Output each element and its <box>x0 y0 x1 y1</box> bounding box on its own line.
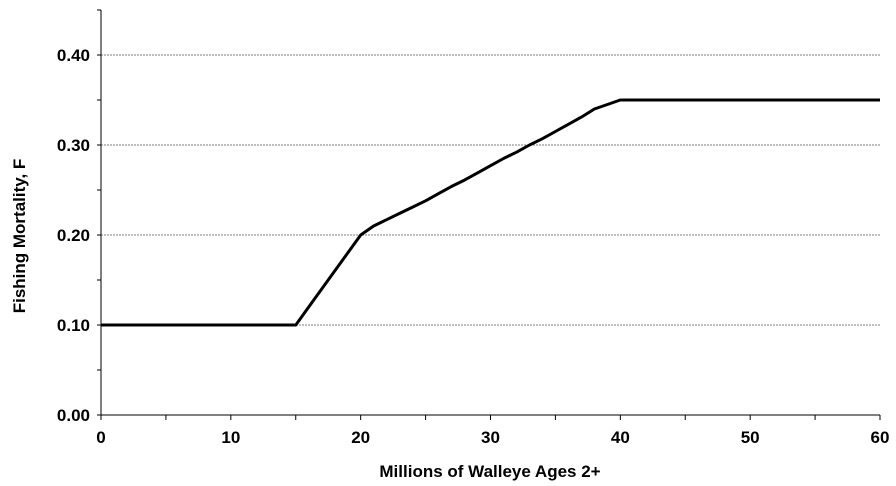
x-tick-label: 60 <box>871 428 890 447</box>
x-axis-title: Millions of Walleye Ages 2+ <box>379 462 600 481</box>
x-tick-label: 20 <box>351 428 370 447</box>
series <box>101 98 880 327</box>
series-line-0 <box>101 98 880 327</box>
gridlines <box>101 54 880 326</box>
y-tick-label: 0.40 <box>57 46 90 65</box>
x-tick-label: 0 <box>96 428 105 447</box>
x-tick-label: 50 <box>741 428 760 447</box>
y-tick-label: 0.20 <box>57 226 90 245</box>
y-axis-title: Fishing Mortality, F <box>10 159 29 314</box>
y-tick-label: 0.10 <box>57 316 90 335</box>
y-tick-label: 0.00 <box>57 406 90 425</box>
axes <box>97 9 881 420</box>
x-tick-label: 10 <box>221 428 240 447</box>
x-tick-label: 40 <box>611 428 630 447</box>
x-tick-label: 30 <box>481 428 500 447</box>
y-tick-label: 0.30 <box>57 136 90 155</box>
tick-labels: 0.00 0.10 0.20 0.30 0.40 0 10 20 30 40 50 60 <box>57 46 890 447</box>
